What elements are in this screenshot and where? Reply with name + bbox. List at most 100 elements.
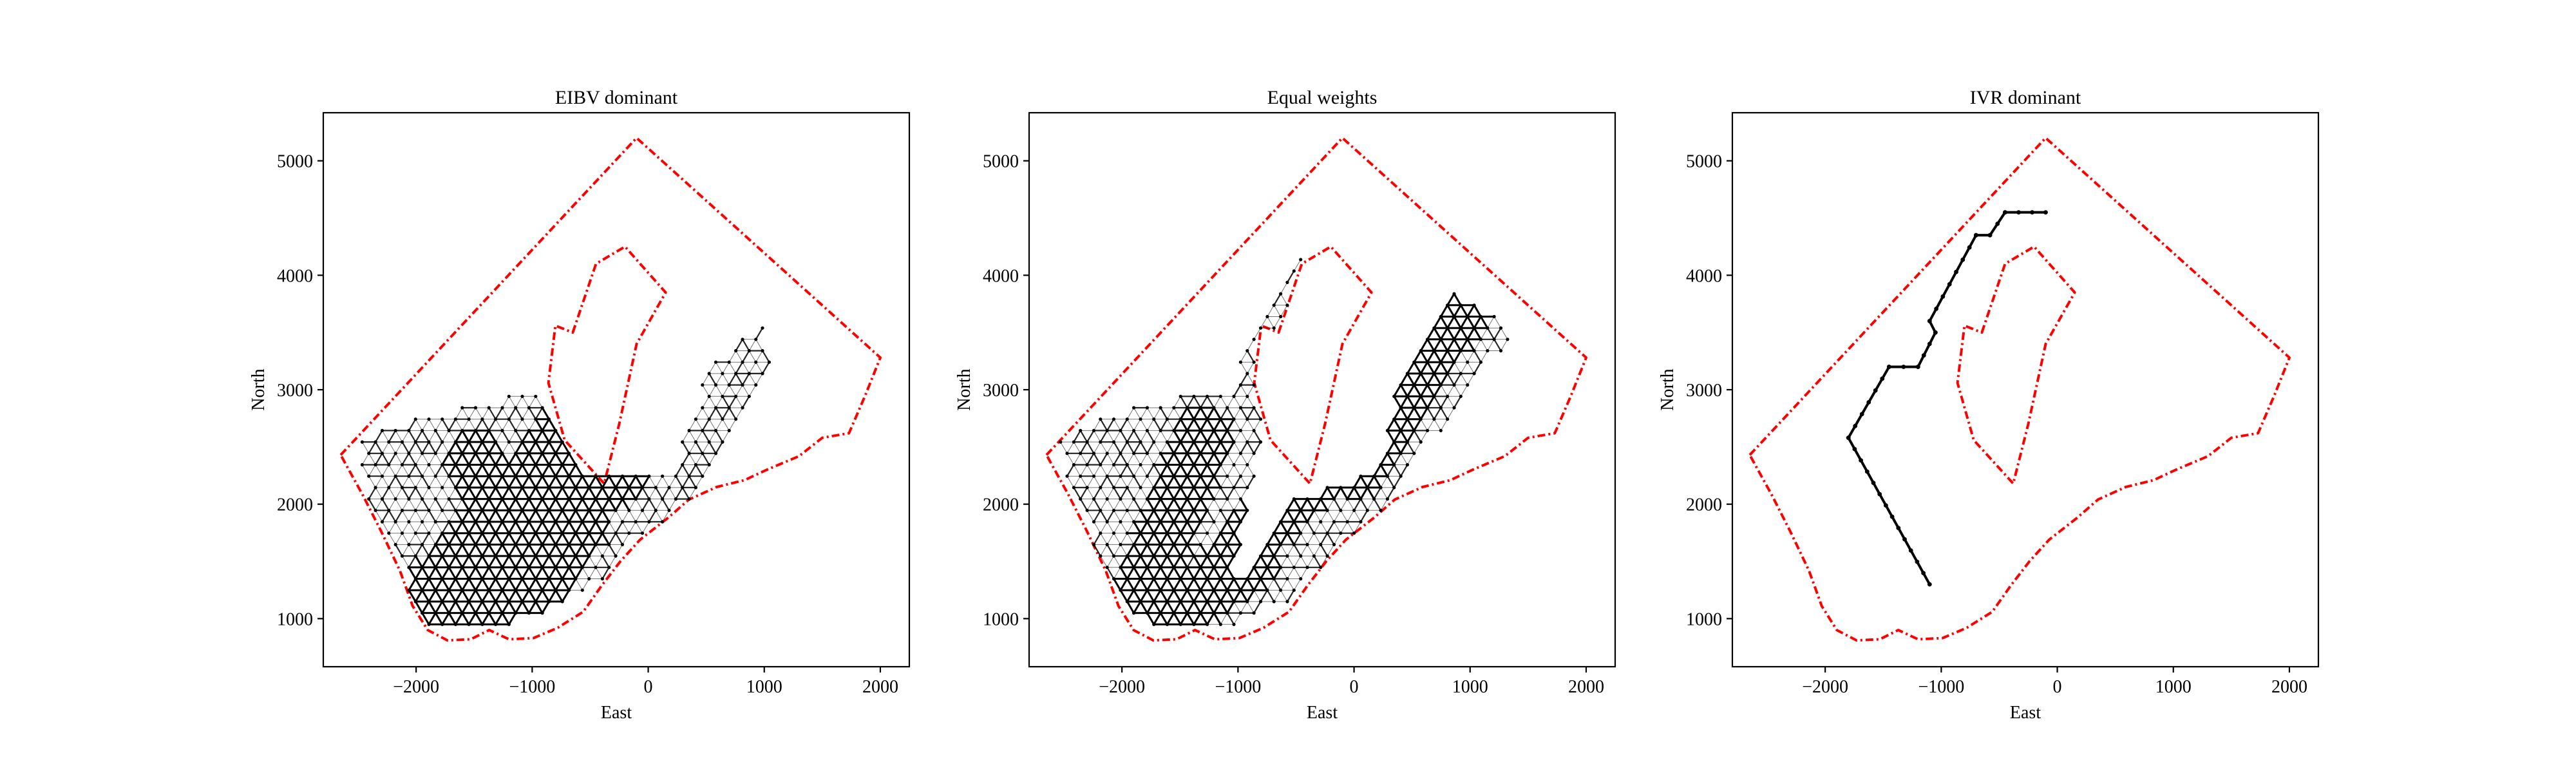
graph-node: [1206, 486, 1209, 490]
graph-node: [1226, 520, 1229, 524]
trajectory-point: [1864, 469, 1870, 474]
graph-node: [627, 531, 631, 535]
graph-node: [1419, 440, 1423, 444]
graph-edge: [1414, 441, 1421, 454]
graph-node: [1152, 622, 1156, 626]
graph-node: [1212, 406, 1216, 410]
graph-node: [374, 486, 377, 490]
graph-node: [433, 428, 437, 433]
graph-node: [1159, 611, 1162, 615]
graph-edge: [435, 521, 443, 533]
graph-node: [620, 520, 625, 524]
graph-edge: [488, 419, 497, 431]
graph-edge: [1253, 441, 1262, 454]
graph-edge: [1193, 567, 1202, 580]
graph-edge: [1146, 578, 1155, 591]
trajectory-point: [1921, 353, 1926, 358]
graph-edge: [1226, 430, 1235, 443]
graph-node: [1272, 554, 1276, 558]
x-axis-title: East: [1307, 703, 1338, 723]
graph-edge: [435, 499, 443, 511]
graph-node: [1232, 531, 1236, 535]
graph-node: [460, 520, 464, 524]
graph-edge: [615, 510, 623, 522]
graph-edge: [442, 441, 450, 454]
graph-edge: [415, 499, 423, 511]
graph-node: [534, 600, 538, 604]
graph-edge: [708, 430, 716, 443]
graph-node: [1325, 554, 1329, 558]
graph-node: [747, 394, 751, 398]
graph-edge: [1160, 419, 1168, 431]
graph-edge: [428, 499, 436, 511]
graph-node: [1218, 554, 1222, 558]
graph-edge: [1120, 533, 1128, 545]
graph-edge: [1466, 327, 1475, 340]
graph-edge: [1094, 521, 1101, 533]
graph-node: [1185, 452, 1189, 455]
graph-node: [741, 360, 744, 364]
graph-edge: [1186, 418, 1195, 432]
graph-edge: [428, 555, 437, 568]
graph-node: [1238, 588, 1242, 592]
graph-edge: [455, 532, 464, 546]
graph-edge: [1213, 407, 1222, 420]
graph-node: [494, 417, 498, 421]
graph-edge: [1186, 407, 1195, 420]
graph-node: [687, 474, 691, 478]
graph-node: [1238, 611, 1242, 615]
graph-node: [701, 428, 705, 433]
graph-edge: [1300, 567, 1308, 579]
graph-edge: [715, 441, 723, 454]
graph-edge: [501, 612, 510, 625]
graph-edge: [1467, 361, 1475, 374]
graph-edge: [588, 498, 597, 511]
graph-node: [1345, 520, 1349, 524]
inner-boundary-line: [547, 245, 667, 485]
graph-node: [714, 360, 718, 364]
trajectory-point: [1927, 319, 1932, 323]
graph-edge: [515, 464, 524, 477]
trajectory-point: [1927, 341, 1932, 347]
graph-edge: [368, 453, 376, 465]
trajectory-point: [1902, 537, 1907, 542]
graph-node: [487, 452, 491, 455]
graph-node: [1359, 474, 1363, 478]
graph-edge: [1380, 475, 1388, 488]
graph-edge: [1266, 589, 1275, 602]
graph-edge: [1073, 441, 1081, 454]
graph-edge: [1179, 567, 1188, 580]
graph-edge: [1460, 373, 1468, 385]
graph-node: [734, 348, 738, 353]
graph-edge: [568, 567, 577, 580]
graph-edge: [1233, 441, 1241, 454]
y-tick-label: 2000: [983, 495, 1019, 515]
graph-node: [1459, 303, 1463, 307]
graph-edge: [1179, 441, 1188, 454]
graph-edge: [701, 430, 710, 443]
graph-node: [453, 600, 458, 604]
graph-node: [554, 428, 558, 433]
graph-edge: [1387, 441, 1395, 454]
graph-edge: [568, 475, 577, 488]
graph-edge: [1206, 407, 1215, 420]
graph-edge: [1280, 282, 1288, 294]
graph-edge: [408, 487, 417, 500]
graph-edge: [1273, 578, 1282, 591]
graph-edge: [548, 521, 557, 534]
graph-edge: [1406, 430, 1416, 443]
graph-edge: [541, 464, 550, 477]
graph-edge: [1413, 418, 1422, 432]
graph-node: [1185, 406, 1189, 410]
graph-edge: [395, 499, 402, 511]
graph-edge: [1467, 373, 1475, 385]
graph-edge: [1280, 293, 1288, 306]
graph-edge: [548, 418, 557, 432]
graph-node: [1139, 508, 1142, 512]
graph-edge: [701, 453, 710, 466]
graph-edge: [1100, 441, 1108, 454]
graph-edge: [1286, 271, 1295, 283]
graph-edge: [1419, 350, 1428, 363]
graph-node: [440, 531, 444, 535]
